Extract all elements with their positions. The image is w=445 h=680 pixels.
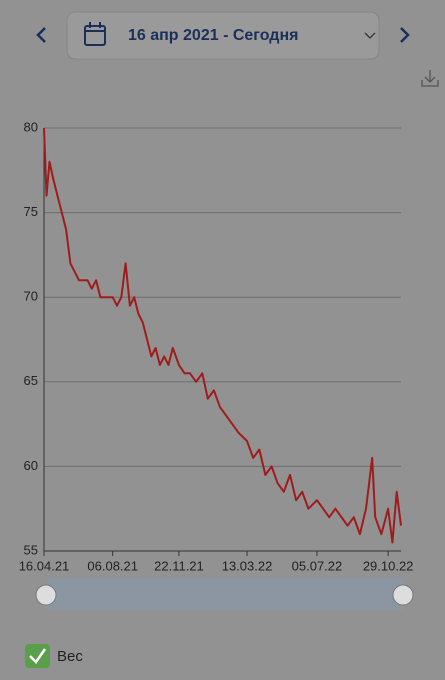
y-tick-label: 80 (24, 119, 38, 134)
date-picker[interactable] (66, 11, 380, 60)
date-range: 16 апр 2021 - Сегодня (128, 27, 298, 44)
legend-checkbox[interactable] (25, 644, 50, 668)
x-tick-label: 16.04.21 (19, 558, 70, 573)
y-tick-label: 75 (24, 204, 38, 219)
x-tick-label: 29.10.22 (363, 558, 414, 573)
navigator-handle-right[interactable] (392, 584, 414, 606)
x-tick-label: 22.11.21 (154, 558, 204, 573)
y-tick-label: 60 (24, 458, 38, 473)
check-mark (29, 648, 47, 664)
y-tick-label: 65 (24, 373, 38, 388)
download-icon[interactable] (421, 70, 439, 87)
x-tick-label: 05.07.22 (292, 558, 343, 573)
navigator-handle-left[interactable] (35, 584, 57, 606)
calendar-icon (84, 22, 106, 46)
next-button[interactable] (400, 27, 410, 43)
dropdown-arrow (364, 32, 376, 39)
navigator[interactable] (46, 578, 404, 610)
y-tick-label: 70 (24, 289, 38, 304)
line (43, 127, 402, 544)
prev-button[interactable] (36, 27, 46, 43)
plot: 55 60 65 70 75 80 16.04.21 06.08.21 22.11.21 13.0… (19, 119, 414, 573)
x-tick-label: 13.03.22 (222, 558, 273, 573)
y-tick-label: 55 (24, 542, 38, 557)
x-tick-label: 06.08.21 (87, 558, 138, 573)
legend-label[interactable]: Вес (57, 648, 83, 665)
